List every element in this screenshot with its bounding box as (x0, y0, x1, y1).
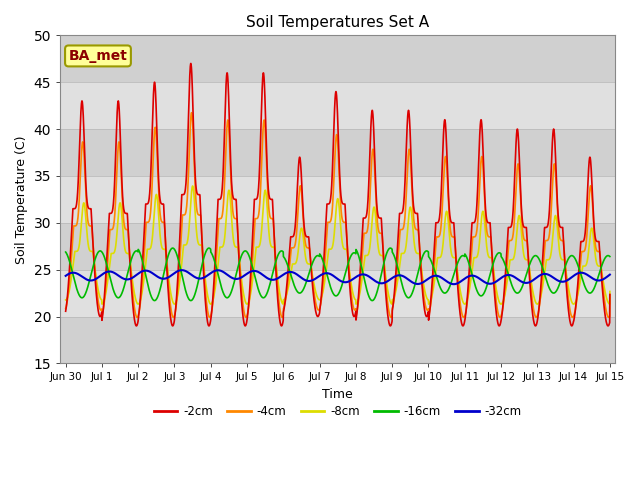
Text: BA_met: BA_met (68, 49, 127, 63)
Bar (60, 82, 615, 129)
Legend: -2cm, -4cm, -8cm, -16cm, -32cm: -2cm, -4cm, -8cm, -16cm, -32cm (149, 401, 526, 423)
Bar (60, 129, 615, 176)
Title: Soil Temperatures Set A: Soil Temperatures Set A (246, 15, 429, 30)
Bar (60, 176, 615, 223)
Bar (60, 316, 615, 363)
Bar (60, 270, 615, 316)
Y-axis label: Soil Temperature (C): Soil Temperature (C) (15, 135, 28, 264)
X-axis label: Time: Time (323, 388, 353, 401)
Bar (60, 36, 615, 82)
Bar (60, 223, 615, 270)
